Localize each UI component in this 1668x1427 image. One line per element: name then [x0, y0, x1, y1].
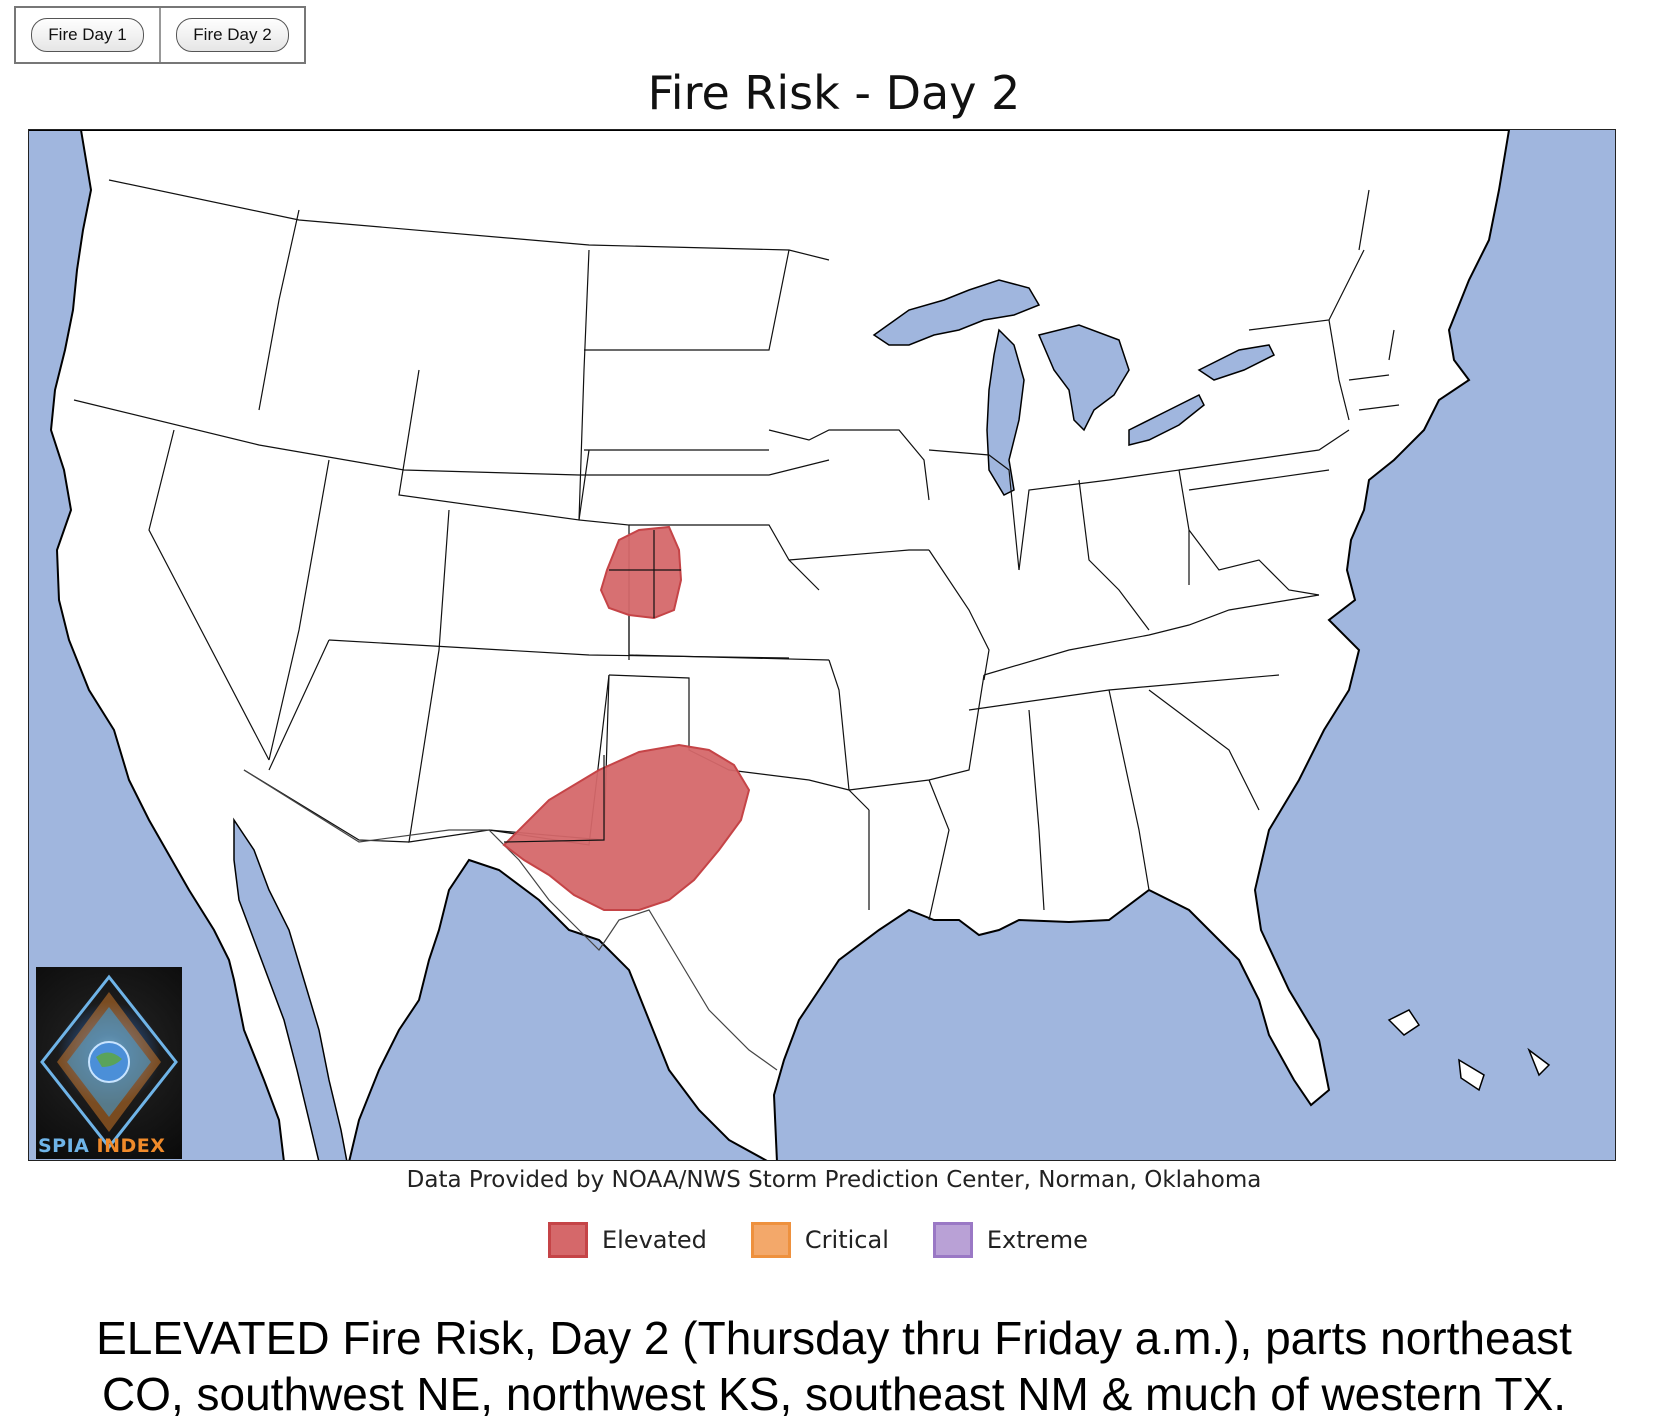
- fire-day-2-button[interactable]: Fire Day 2: [176, 18, 289, 52]
- great-lakes: [872, 279, 1276, 496]
- data-credit: Data Provided by NOAA/NWS Storm Predicti…: [406, 1167, 1262, 1193]
- legend-swatch-elevated: [548, 1222, 588, 1258]
- caribbean-islands: [1387, 1009, 1551, 1092]
- nm-tx-border-line: [503, 755, 605, 843]
- logo-text-index: INDEX: [96, 1135, 166, 1157]
- spia-index-logo: SPIA INDEX: [36, 967, 182, 1159]
- legend-item-elevated: Elevated: [548, 1222, 707, 1258]
- us-fire-risk-map: [28, 129, 1616, 1161]
- caption-line-2: CO, southwest NE, northwest KS, southeas…: [101, 1368, 1567, 1420]
- logo-text-spia: SPIA: [38, 1135, 90, 1157]
- elevated-risk-area-northeast-co: [599, 525, 683, 620]
- map-svg: [29, 130, 1615, 1160]
- legend: Elevated Critical Extreme: [548, 1222, 1132, 1258]
- legend-label-extreme: Extreme: [986, 1226, 1088, 1254]
- elevated-risk-area-west-texas: [502, 743, 751, 911]
- logo-text: SPIA INDEX: [38, 1135, 165, 1157]
- caption-line-1: ELEVATED Fire Risk, Day 2 (Thursday thru…: [96, 1312, 1572, 1364]
- fire-day-tabs: Fire Day 1 Fire Day 2: [14, 6, 306, 64]
- legend-label-critical: Critical: [804, 1226, 889, 1254]
- logo-graphic: [40, 974, 178, 1150]
- mexico-border: [243, 769, 778, 1071]
- map-title: Fire Risk - Day 2: [647, 66, 1021, 120]
- gulf-of-california: [233, 817, 348, 1160]
- co-ks-border-line: [609, 530, 681, 618]
- tab-cell-day2: Fire Day 2: [161, 8, 304, 62]
- tab-cell-day1: Fire Day 1: [16, 8, 161, 62]
- state-borders: [73, 179, 1400, 921]
- legend-item-critical: Critical: [750, 1222, 889, 1258]
- legend-swatch-extreme: [932, 1222, 973, 1258]
- land-mass: [29, 130, 1511, 1160]
- legend-swatch-critical: [750, 1222, 791, 1258]
- legend-item-extreme: Extreme: [932, 1222, 1088, 1258]
- legend-label-elevated: Elevated: [602, 1226, 707, 1254]
- forecast-caption: ELEVATED Fire Risk, Day 2 (Thursday thru…: [0, 1310, 1668, 1422]
- fire-day-1-button[interactable]: Fire Day 1: [31, 18, 144, 52]
